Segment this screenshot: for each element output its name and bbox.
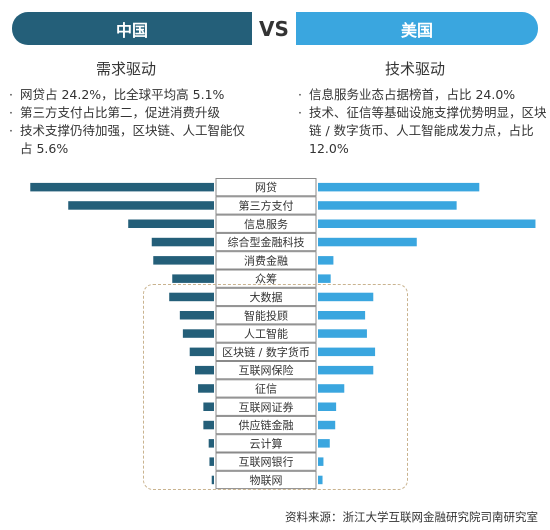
category-label: 消费金融 bbox=[244, 253, 288, 267]
category-box bbox=[215, 196, 317, 215]
category-box bbox=[215, 306, 317, 325]
category-label: 征信 bbox=[255, 382, 277, 395]
usa-bar bbox=[318, 311, 366, 320]
usa-bar bbox=[318, 182, 480, 192]
category-box bbox=[215, 342, 317, 362]
usa-bar bbox=[318, 365, 374, 375]
category-box bbox=[215, 287, 317, 307]
category-label: 供应链金融 bbox=[239, 418, 294, 432]
source-note: 资料来源：浙江大学互联网金融研究院司南研究室 bbox=[285, 510, 538, 524]
china-bullet: 第三方支付占比第二，促进消费升级 bbox=[8, 104, 252, 122]
category-box bbox=[215, 251, 317, 270]
usa-bar bbox=[318, 256, 334, 265]
category-label: 互联网证券 bbox=[239, 400, 294, 414]
china-bar bbox=[30, 182, 214, 192]
china-bar bbox=[169, 292, 214, 302]
china-header: 中国 bbox=[12, 12, 252, 45]
china-bar bbox=[153, 256, 214, 265]
category-box bbox=[215, 232, 317, 252]
category-box bbox=[215, 178, 317, 197]
category-label: 大数据 bbox=[250, 290, 283, 304]
china-header-label: 中国 bbox=[115, 20, 148, 40]
category-box bbox=[215, 397, 317, 416]
usa-bullet: 信息服务业态占据榜首，占比 24.0% bbox=[297, 86, 547, 104]
china-bar bbox=[128, 219, 214, 228]
usa-bullets: 信息服务业态占据榜首，占比 24.0% 技术、征信等基础设施支撑优势明显，区块链… bbox=[297, 86, 547, 158]
category-label: 人工智能 bbox=[244, 327, 288, 341]
china-bar bbox=[203, 420, 214, 430]
vs-label: VS bbox=[259, 16, 289, 41]
china-bullet: 技术支撑仍待加强，区块链、人工智能仅占 5.6% bbox=[8, 122, 252, 158]
category-label: 物联网 bbox=[250, 473, 283, 487]
china-bar bbox=[209, 457, 214, 466]
usa-bar bbox=[318, 329, 367, 338]
category-label: 众筹 bbox=[255, 272, 277, 286]
china-bar bbox=[68, 201, 215, 210]
usa-bar bbox=[318, 274, 331, 283]
china-heading: 需求驱动 bbox=[96, 60, 157, 78]
category-box bbox=[215, 324, 317, 343]
category-box bbox=[215, 214, 317, 233]
category-box bbox=[215, 269, 317, 288]
category-label: 互联网保险 bbox=[239, 363, 294, 377]
category-label: 互联网银行 bbox=[239, 455, 294, 469]
usa-bar bbox=[318, 292, 374, 302]
china-bar bbox=[189, 347, 214, 357]
highlight-box bbox=[143, 284, 408, 490]
usa-bar bbox=[318, 219, 536, 228]
usa-bar bbox=[318, 457, 324, 466]
china-bar bbox=[182, 329, 214, 338]
category-box bbox=[215, 434, 317, 453]
category-box bbox=[215, 361, 317, 380]
category-label: 区块链 / 数字货币 bbox=[222, 345, 310, 359]
category-label: 云计算 bbox=[250, 436, 283, 450]
usa-bar bbox=[318, 384, 345, 393]
category-label: 综合型金融科技 bbox=[228, 235, 305, 249]
china-bar bbox=[195, 365, 214, 375]
china-bar bbox=[172, 274, 214, 283]
china-bar bbox=[179, 311, 214, 320]
china-bar bbox=[198, 384, 214, 393]
usa-header: 美国 bbox=[296, 12, 538, 45]
category-box bbox=[215, 452, 317, 471]
usa-bar bbox=[318, 439, 330, 448]
category-label: 信息服务 bbox=[244, 217, 288, 231]
category-label: 第三方支付 bbox=[239, 198, 294, 212]
china-bar bbox=[151, 237, 214, 247]
usa-bar bbox=[318, 402, 337, 411]
china-bar bbox=[203, 402, 214, 411]
category-label: 网贷 bbox=[255, 180, 277, 194]
category-box bbox=[215, 415, 317, 435]
usa-bar bbox=[318, 201, 457, 210]
usa-bar bbox=[318, 237, 417, 247]
category-box bbox=[215, 379, 317, 398]
china-bar bbox=[208, 439, 214, 448]
usa-bullet: 技术、征信等基础设施支撑优势明显，区块链 / 数字货币、人工智能成发力点，占比 … bbox=[297, 104, 547, 158]
category-label: 智能投顾 bbox=[244, 308, 288, 322]
china-bar bbox=[211, 475, 214, 485]
usa-bar bbox=[318, 420, 336, 430]
usa-heading: 技术驱动 bbox=[385, 60, 446, 78]
china-bullets: 网贷占 24.2%，比全球平均高 5.1% 第三方支付占比第二，促进消费升级 技… bbox=[8, 86, 252, 158]
china-bullet: 网贷占 24.2%，比全球平均高 5.1% bbox=[8, 86, 252, 104]
category-box bbox=[215, 470, 317, 490]
usa-bar bbox=[318, 475, 323, 485]
usa-header-label: 美国 bbox=[400, 20, 433, 40]
usa-bar bbox=[318, 347, 376, 357]
